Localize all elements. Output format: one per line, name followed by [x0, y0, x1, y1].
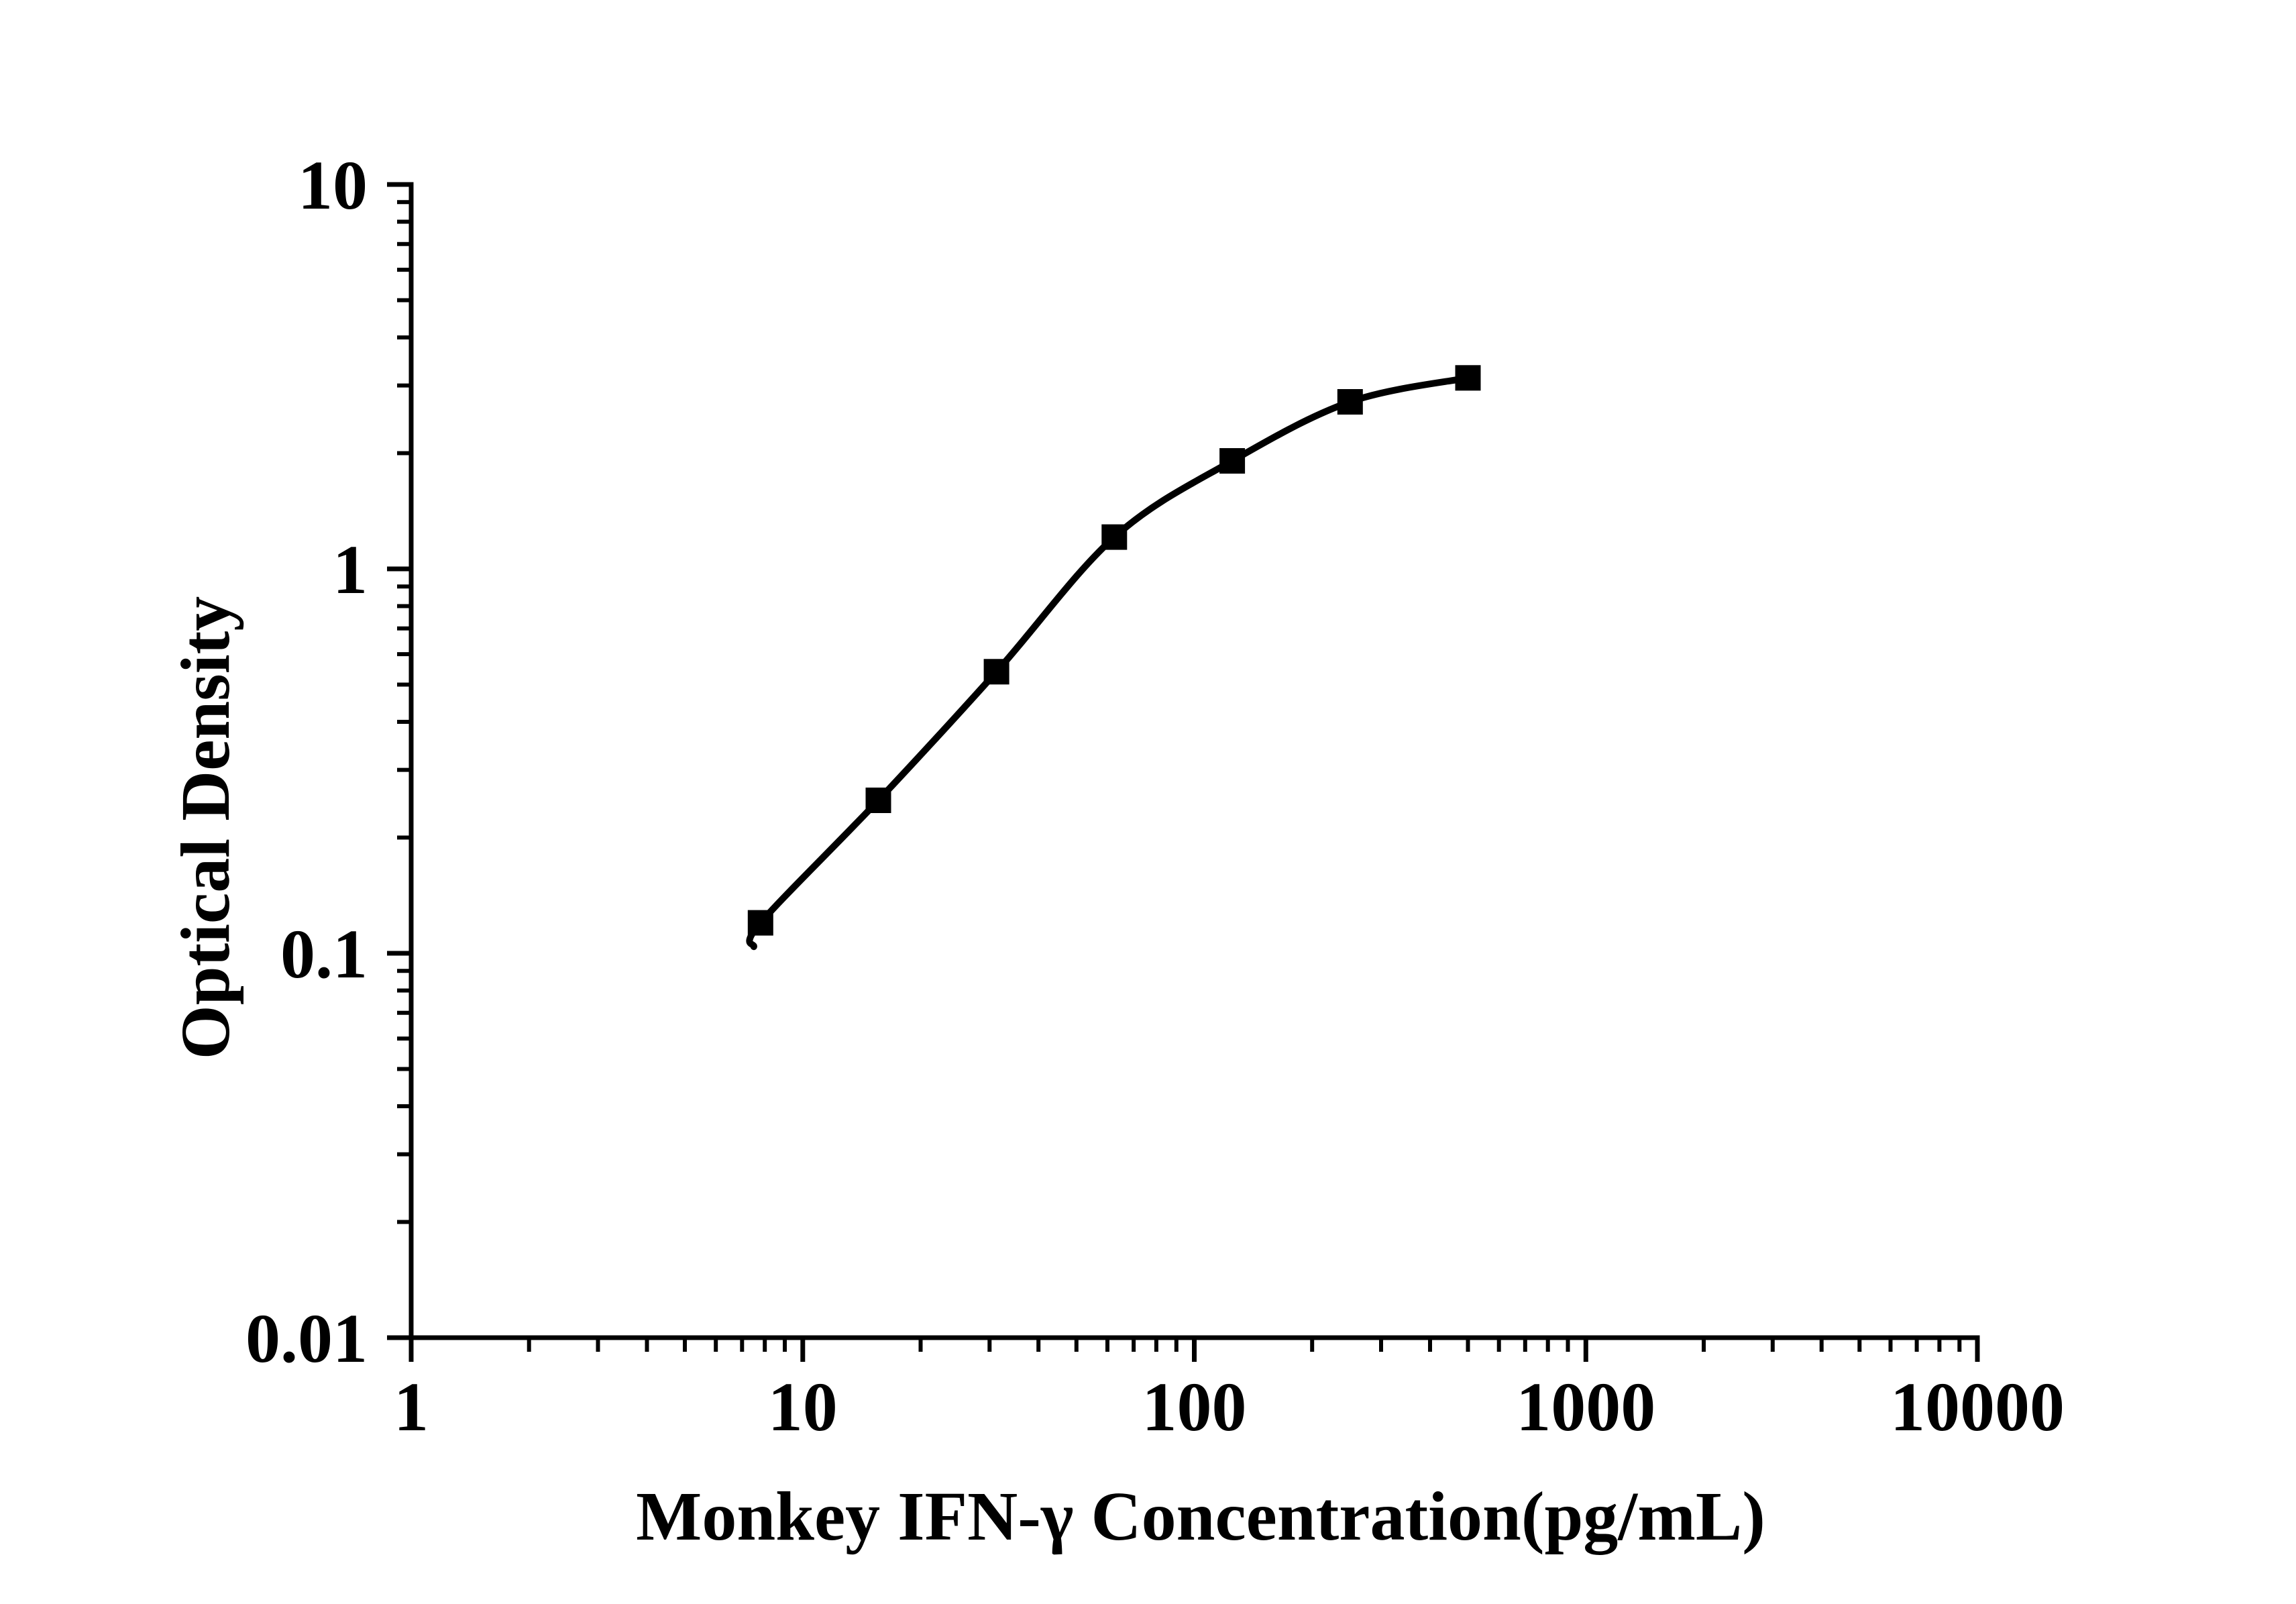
y-axis-tick-labels: 0.01 0.1 1 10	[245, 147, 368, 1377]
data-point-marker	[983, 659, 1009, 685]
data-point-markers	[747, 365, 1481, 936]
x-tick-label: 10	[768, 1369, 838, 1446]
y-tick-label: 0.1	[280, 916, 368, 993]
x-tick-label: 100	[1142, 1369, 1247, 1446]
x-axis-title: Monkey IFN-γ Concentration(pg/mL)	[636, 1478, 1765, 1555]
y-tick-label: 0.01	[245, 1300, 368, 1377]
standard-curve-line	[746, 374, 1472, 951]
x-axis-tick-labels: 1 10 100 1000 10000	[394, 1369, 2065, 1446]
y-tick-label: 10	[298, 147, 368, 224]
data-point-marker	[1101, 524, 1128, 550]
y-axis-ticks	[387, 182, 411, 1340]
data-point-marker	[1455, 365, 1481, 391]
y-tick-label: 1	[333, 531, 368, 608]
y-axis-title: Optical Density	[167, 596, 244, 1059]
x-tick-label: 1	[394, 1369, 429, 1446]
data-point-marker	[1219, 448, 1246, 474]
x-tick-label: 10000	[1890, 1369, 2065, 1446]
x-axis-ticks	[408, 1338, 1980, 1362]
data-point-marker	[865, 788, 891, 813]
data-point-marker	[1337, 389, 1363, 415]
data-point-marker	[747, 910, 773, 936]
x-tick-label: 1000	[1516, 1369, 1655, 1446]
